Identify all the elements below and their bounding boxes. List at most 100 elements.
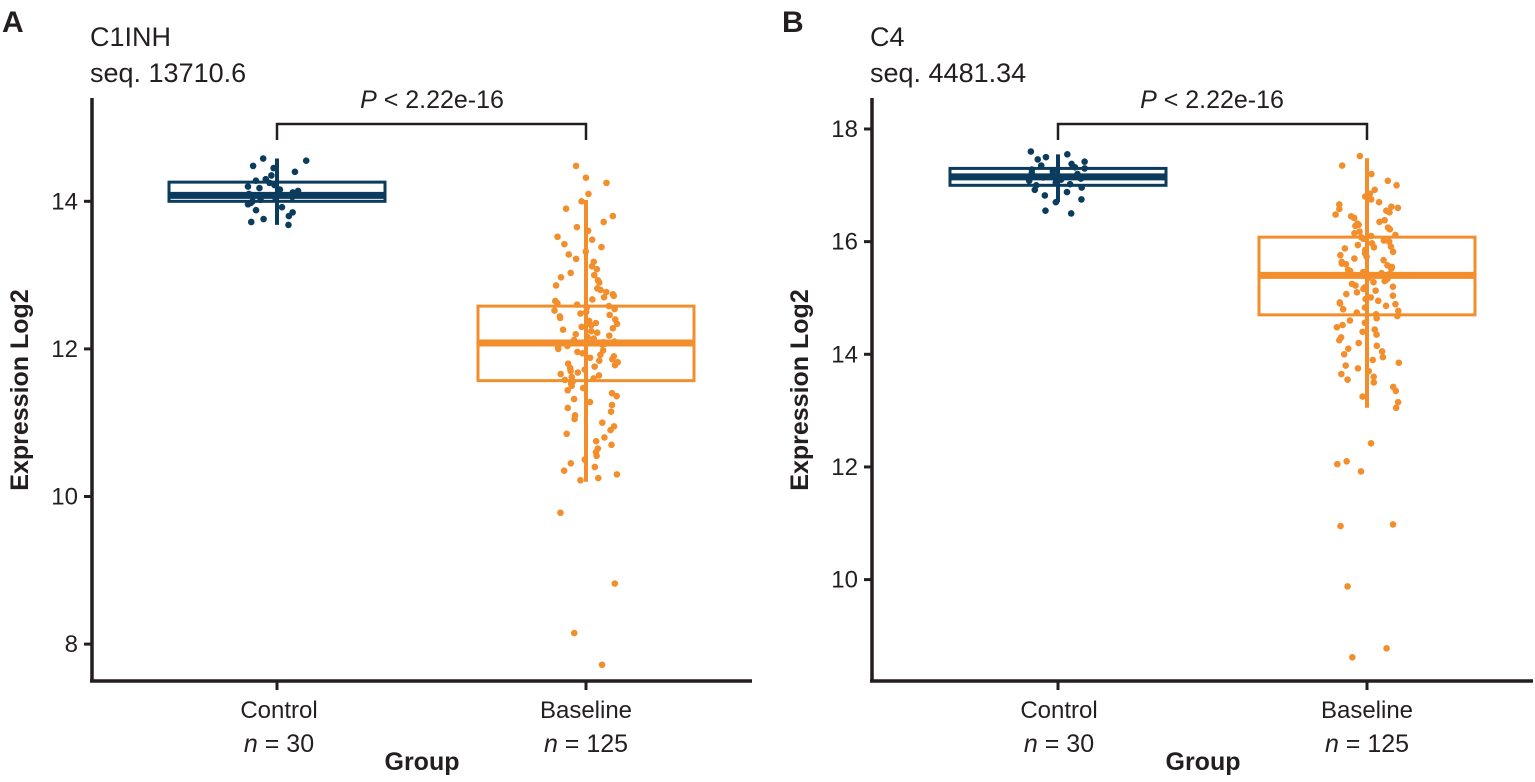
data-point [606, 311, 613, 319]
data-point [1388, 203, 1395, 211]
data-point [1333, 323, 1341, 331]
data-point [1334, 460, 1341, 468]
data-point [1363, 253, 1370, 261]
panel-b-xtick-label-control: Control [1020, 697, 1097, 724]
panel-b-yticks: 10 12 14 16 18 [831, 116, 872, 594]
panel-b-box-control [948, 148, 1168, 217]
data-point [1389, 292, 1397, 300]
data-point [249, 162, 257, 170]
data-point [613, 320, 621, 328]
data-point [570, 395, 578, 403]
data-point [1366, 190, 1374, 198]
data-point [1346, 317, 1354, 324]
panel-a-xtick-label-control: Control [240, 697, 317, 724]
data-point [591, 463, 599, 471]
data-point [1352, 282, 1359, 289]
data-point [1392, 300, 1399, 308]
data-point [1356, 228, 1363, 235]
data-point [582, 174, 590, 182]
data-point [248, 192, 256, 199]
data-point [1369, 356, 1377, 364]
panel-b-ylabel: Expression Log2 [786, 289, 814, 490]
data-point [1367, 196, 1375, 203]
data-point [244, 183, 252, 190]
data-point [1071, 163, 1079, 171]
data-point [1031, 186, 1039, 194]
data-point [244, 200, 252, 208]
data-point [1370, 373, 1377, 381]
data-point [1360, 235, 1367, 243]
data-point [1379, 353, 1387, 361]
panel-a-yticks: 8 10 12 14 [51, 188, 92, 658]
data-point [1077, 175, 1085, 182]
data-point [600, 293, 608, 301]
data-point [600, 218, 607, 226]
data-point [1355, 339, 1362, 347]
data-point [577, 476, 584, 484]
points [1332, 152, 1403, 661]
panel-a: A C1INH seq. 13710.6 8 10 12 14 Control … [2, 6, 752, 776]
data-point [1338, 370, 1345, 378]
data-point [1365, 367, 1373, 375]
data-point [1081, 165, 1088, 172]
data-point [1354, 241, 1362, 249]
data-point [562, 205, 570, 212]
data-point [1356, 152, 1364, 160]
data-point [1368, 170, 1375, 178]
panel-b-n-control: n = 30 [1024, 730, 1094, 758]
data-point [1389, 248, 1397, 256]
data-point [611, 361, 619, 369]
panel-a-xtick-label-baseline: Baseline [540, 697, 632, 724]
data-point [568, 382, 575, 390]
data-point [1388, 265, 1395, 272]
data-point [586, 354, 594, 362]
data-point [557, 370, 564, 378]
data-point [582, 248, 590, 255]
data-point [578, 198, 585, 205]
data-point [608, 441, 615, 449]
panel-b-subtitle: seq. 4481.34 [870, 58, 1026, 88]
panel-a-box-control [167, 155, 387, 229]
data-point [247, 218, 255, 226]
data-point [1039, 174, 1047, 181]
data-point [1066, 180, 1074, 188]
panel-a-significance-bracket [275, 122, 588, 140]
data-point [1380, 256, 1387, 264]
data-point [554, 345, 562, 353]
data-point [260, 215, 267, 223]
data-point [1027, 148, 1035, 155]
panel-a-ylabel: Expression Log2 [6, 289, 34, 490]
data-point [613, 471, 621, 478]
data-point [609, 324, 617, 332]
data-point [1034, 156, 1042, 163]
data-point [1361, 304, 1369, 311]
data-point [554, 233, 561, 241]
data-point [1343, 290, 1350, 298]
data-point [1337, 522, 1344, 530]
panel-b-ytick-label: 18 [831, 116, 858, 143]
data-point [1051, 172, 1059, 180]
data-point [1392, 387, 1400, 395]
panel-a-pvalue-symbol: P [360, 86, 377, 114]
data-point [276, 186, 284, 193]
data-point [590, 375, 597, 382]
data-point [590, 271, 598, 279]
panel-a-box-baseline [476, 162, 696, 669]
points [551, 162, 622, 669]
data-point [551, 307, 558, 314]
data-point [1392, 231, 1399, 239]
data-point [285, 212, 293, 220]
data-point [1339, 305, 1347, 313]
data-point [597, 351, 604, 359]
data-point [557, 509, 564, 517]
panel-b-pvalue-symbol: P [1140, 86, 1157, 114]
panel-b-xlabel: Group [1166, 748, 1241, 776]
data-point [1360, 285, 1367, 293]
data-point [278, 203, 286, 211]
panel-b-n-symbol-control: n [1024, 730, 1038, 758]
panel-a-letter: A [2, 6, 24, 39]
panel-a-ytick-label: 8 [65, 631, 78, 658]
data-point [567, 269, 574, 277]
data-point [1344, 345, 1352, 352]
data-point [561, 240, 568, 248]
